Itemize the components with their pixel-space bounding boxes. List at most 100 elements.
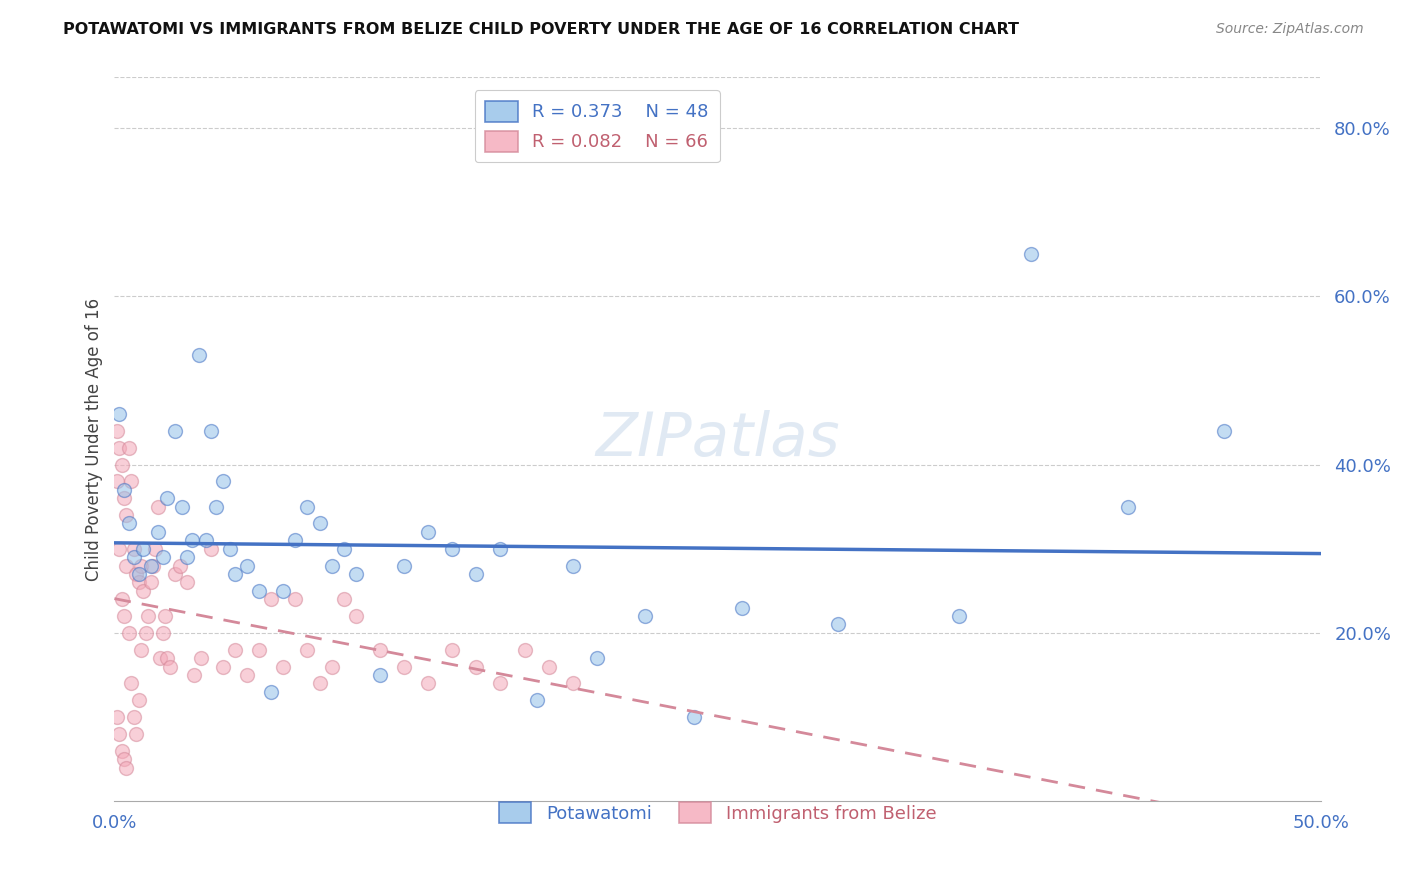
Point — [112, 491, 135, 506]
Point — [111, 592, 134, 607]
Point — [115, 508, 138, 522]
Point — [224, 566, 246, 581]
Point — [561, 676, 583, 690]
Point — [489, 541, 512, 556]
Point — [465, 566, 488, 581]
Point — [344, 609, 367, 624]
Point — [169, 558, 191, 573]
Point — [247, 642, 270, 657]
Point — [195, 533, 218, 548]
Point — [273, 583, 295, 598]
Point — [1213, 424, 1236, 438]
Point — [163, 424, 186, 438]
Point — [441, 541, 464, 556]
Point — [200, 424, 222, 438]
Point — [139, 575, 162, 590]
Point — [132, 541, 155, 556]
Point — [392, 558, 415, 573]
Point — [163, 566, 186, 581]
Point — [190, 651, 212, 665]
Point — [416, 676, 439, 690]
Point — [731, 600, 754, 615]
Point — [187, 348, 209, 362]
Point — [111, 458, 134, 472]
Point — [297, 642, 319, 657]
Point — [176, 575, 198, 590]
Point — [513, 642, 536, 657]
Text: Source: ZipAtlas.com: Source: ZipAtlas.com — [1216, 22, 1364, 37]
Point — [115, 558, 138, 573]
Point — [368, 668, 391, 682]
Point — [118, 626, 141, 640]
Point — [634, 609, 657, 624]
Point — [308, 676, 330, 690]
Point — [170, 500, 193, 514]
Point — [1021, 247, 1043, 261]
Point — [176, 550, 198, 565]
Point — [112, 752, 135, 766]
Point — [441, 642, 464, 657]
Point — [682, 710, 704, 724]
Point — [142, 558, 165, 573]
Point — [260, 685, 283, 699]
Point — [125, 727, 148, 741]
Point — [236, 558, 259, 573]
Point — [135, 626, 157, 640]
Point — [247, 583, 270, 598]
Point — [156, 651, 179, 665]
Point — [118, 441, 141, 455]
Point — [344, 566, 367, 581]
Point — [105, 475, 128, 489]
Point — [108, 541, 131, 556]
Point — [180, 533, 202, 548]
Point — [105, 424, 128, 438]
Point — [219, 541, 242, 556]
Point — [212, 659, 235, 673]
Point — [284, 533, 307, 548]
Point — [321, 659, 343, 673]
Point — [152, 626, 174, 640]
Point — [537, 659, 560, 673]
Legend: Potawatomi, Immigrants from Belize: Potawatomi, Immigrants from Belize — [489, 793, 945, 832]
Point — [146, 500, 169, 514]
Point — [146, 524, 169, 539]
Point — [297, 500, 319, 514]
Point — [145, 541, 167, 556]
Point — [112, 609, 135, 624]
Point — [526, 693, 548, 707]
Point — [586, 651, 609, 665]
Point — [118, 516, 141, 531]
Point — [332, 592, 354, 607]
Point — [115, 760, 138, 774]
Point — [308, 516, 330, 531]
Text: POTAWATOMI VS IMMIGRANTS FROM BELIZE CHILD POVERTY UNDER THE AGE OF 16 CORRELATI: POTAWATOMI VS IMMIGRANTS FROM BELIZE CHI… — [63, 22, 1019, 37]
Point — [236, 668, 259, 682]
Point — [120, 676, 142, 690]
Point — [111, 744, 134, 758]
Point — [122, 550, 145, 565]
Point — [105, 710, 128, 724]
Point — [416, 524, 439, 539]
Point — [108, 441, 131, 455]
Point — [149, 651, 172, 665]
Point — [489, 676, 512, 690]
Point — [204, 500, 226, 514]
Point — [273, 659, 295, 673]
Point — [122, 541, 145, 556]
Point — [183, 668, 205, 682]
Point — [200, 541, 222, 556]
Point — [128, 693, 150, 707]
Point — [368, 642, 391, 657]
Point — [153, 609, 176, 624]
Point — [159, 659, 181, 673]
Point — [129, 558, 152, 573]
Point — [224, 642, 246, 657]
Point — [132, 583, 155, 598]
Point — [212, 475, 235, 489]
Point — [122, 710, 145, 724]
Point — [129, 642, 152, 657]
Point — [128, 566, 150, 581]
Point — [284, 592, 307, 607]
Point — [948, 609, 970, 624]
Point — [260, 592, 283, 607]
